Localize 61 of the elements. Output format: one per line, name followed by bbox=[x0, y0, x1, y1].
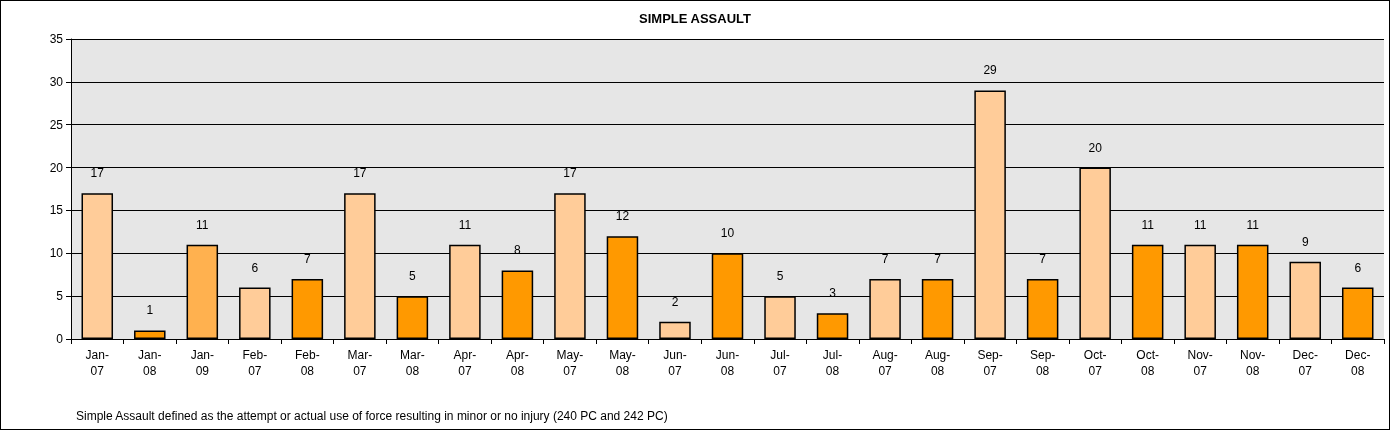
x-tick-label: Jul-07 bbox=[770, 348, 790, 378]
data-label: 11 bbox=[196, 217, 209, 232]
bar bbox=[134, 330, 166, 339]
data-label: 29 bbox=[983, 63, 998, 78]
x-tick-label: Aug-07 bbox=[872, 348, 898, 378]
y-tick-label: 25 bbox=[49, 117, 64, 132]
data-label: 11 bbox=[1141, 217, 1155, 232]
data-label: 17 bbox=[563, 166, 577, 181]
x-tick-label: Nov-07 bbox=[1187, 348, 1213, 378]
chart-title: SIMPLE ASSAULT bbox=[639, 11, 752, 26]
data-label: 7 bbox=[934, 252, 942, 266]
x-tick-label: Aug-08 bbox=[924, 348, 951, 378]
y-tick-label: 0 bbox=[56, 332, 64, 346]
x-tick-label: Oct-07 bbox=[1083, 348, 1107, 378]
data-label: 5 bbox=[776, 269, 784, 284]
data-label: 11 bbox=[1246, 217, 1260, 232]
data-label: 6 bbox=[1354, 260, 1362, 275]
data-label: 6 bbox=[251, 260, 259, 275]
x-tick-label: Sep-07 bbox=[977, 348, 1003, 378]
data-label: 17 bbox=[90, 166, 105, 181]
data-label: 1 bbox=[146, 303, 154, 318]
x-tick-label: Sep-08 bbox=[1029, 348, 1056, 378]
x-tick-label: Dec-08 bbox=[1345, 348, 1371, 378]
x-tick-label: Feb-08 bbox=[295, 348, 320, 378]
x-tick-label: Mar-07 bbox=[347, 348, 373, 378]
x-tick-label: Nov-08 bbox=[1240, 348, 1266, 378]
x-tick-label: Oct-08 bbox=[1136, 348, 1159, 378]
data-label: 5 bbox=[409, 269, 417, 284]
x-tick-label: Jan-07 bbox=[85, 348, 109, 378]
x-tick-label: Apr-08 bbox=[506, 348, 529, 378]
x-tick-label: Apr-07 bbox=[453, 348, 477, 378]
y-tick-label: 15 bbox=[49, 203, 64, 218]
data-label: 12 bbox=[615, 209, 630, 224]
x-tick-label: Jan-08 bbox=[138, 348, 162, 378]
data-label: 11 bbox=[458, 217, 472, 232]
x-tick-label: May-08 bbox=[609, 348, 636, 378]
x-tick-label: Jul-08 bbox=[822, 348, 843, 378]
data-label: 11 bbox=[1193, 217, 1207, 232]
data-label: 7 bbox=[304, 252, 311, 266]
x-tick-label: May-07 bbox=[556, 348, 584, 378]
data-label: 7 bbox=[881, 252, 889, 266]
x-tick-label: Jun-08 bbox=[715, 348, 740, 378]
x-tick-label: Dec-07 bbox=[1292, 348, 1318, 378]
data-label: 10 bbox=[720, 226, 735, 241]
x-tick-label: Feb-07 bbox=[242, 348, 268, 378]
data-label: 9 bbox=[1301, 234, 1309, 249]
y-tick-label: 10 bbox=[49, 246, 64, 261]
y-tick-label: 20 bbox=[49, 160, 64, 175]
x-tick-label: Jun-07 bbox=[663, 348, 687, 378]
y-tick-label: 35 bbox=[49, 32, 64, 46]
data-label: 7 bbox=[1039, 252, 1047, 266]
data-label: 17 bbox=[353, 166, 367, 181]
data-label: 2 bbox=[671, 294, 679, 309]
x-tick-label: Jan-09 bbox=[190, 348, 214, 378]
y-tick-label: 5 bbox=[56, 289, 64, 304]
x-tick-label: Mar-08 bbox=[400, 348, 425, 378]
data-label: 20 bbox=[1088, 140, 1103, 155]
bar bbox=[659, 321, 691, 339]
bar bbox=[816, 313, 849, 339]
y-tick-label: 30 bbox=[49, 74, 64, 89]
text: Simple Assault defined as the attempt or actual use of force resulting in minor or no injury (240 PC and 242 PC) bbox=[76, 409, 668, 423]
